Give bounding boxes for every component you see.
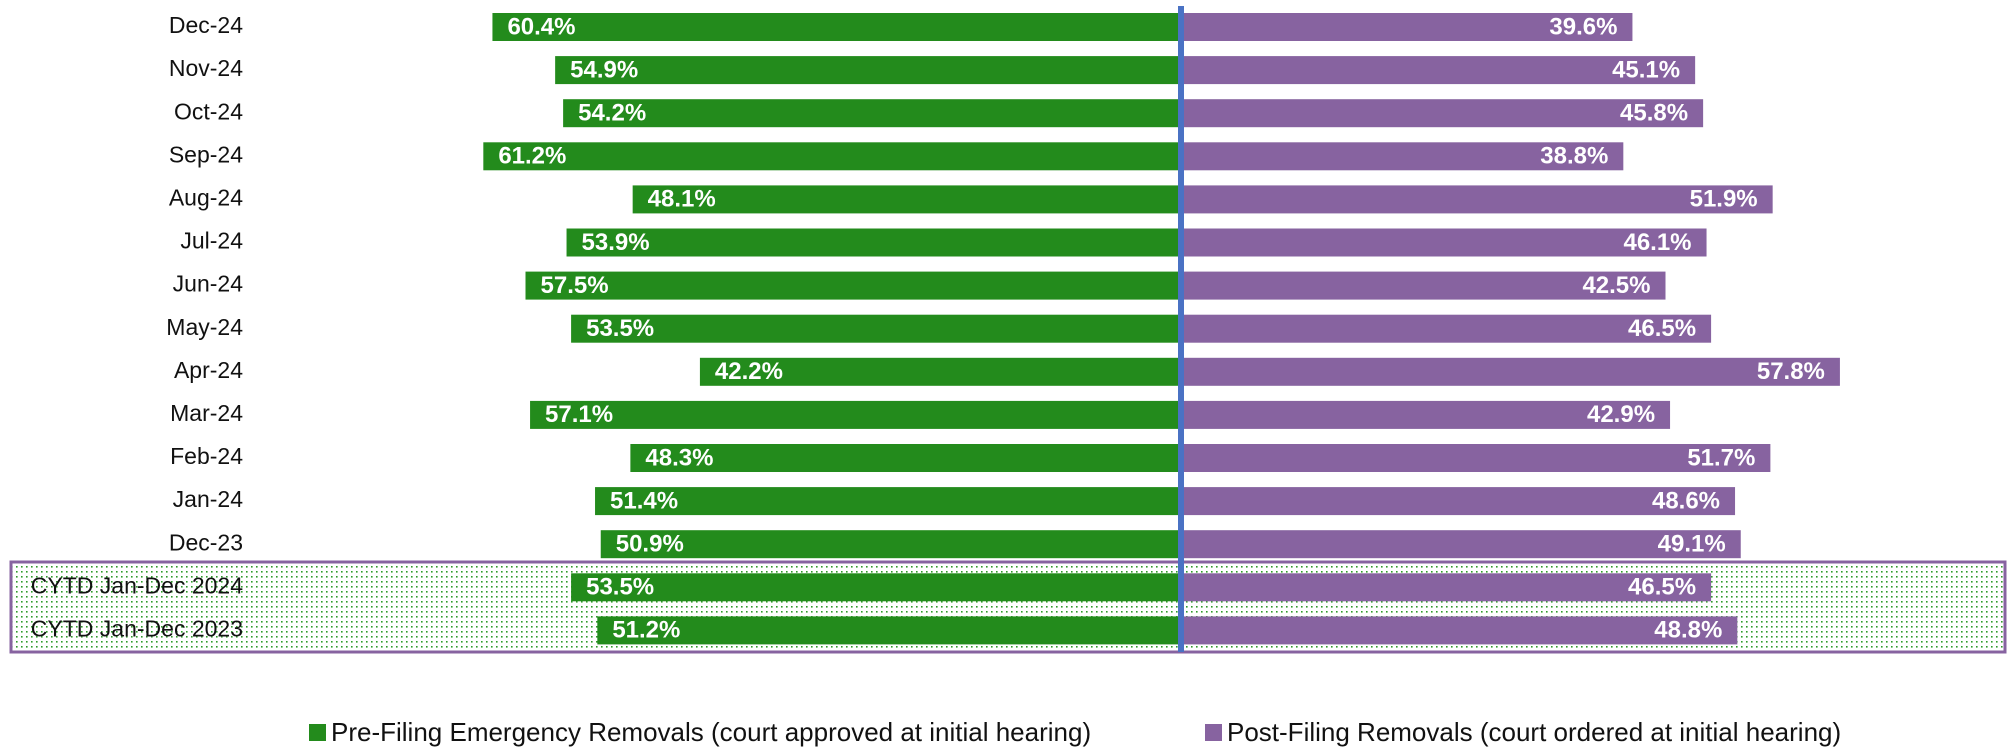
category-label: Feb-24 bbox=[170, 443, 243, 469]
category-label: CYTD Jan-Dec 2023 bbox=[31, 615, 243, 641]
value-label: 57.1% bbox=[545, 401, 613, 428]
category-label: Jun-24 bbox=[173, 271, 244, 297]
legend-label: Pre-Filing Emergency Removals (court app… bbox=[331, 717, 1091, 747]
bar bbox=[563, 99, 1181, 128]
bar bbox=[699, 357, 1181, 386]
value-label: 46.5% bbox=[1628, 574, 1696, 601]
value-label: 50.9% bbox=[616, 531, 684, 558]
value-label: 48.6% bbox=[1652, 487, 1720, 514]
value-label: 45.8% bbox=[1620, 100, 1688, 127]
bar bbox=[571, 573, 1181, 602]
value-label: 61.2% bbox=[498, 143, 566, 170]
value-label: 46.1% bbox=[1623, 229, 1691, 256]
value-label: 60.4% bbox=[507, 13, 575, 40]
value-label: 54.2% bbox=[578, 100, 646, 127]
bar bbox=[1181, 573, 1712, 602]
value-label: 48.3% bbox=[645, 444, 713, 471]
bar bbox=[632, 185, 1181, 214]
value-label: 51.2% bbox=[612, 617, 680, 644]
bar bbox=[1181, 142, 1624, 171]
value-label: 51.4% bbox=[610, 487, 678, 514]
bar bbox=[530, 400, 1181, 429]
category-label: Jan-24 bbox=[173, 486, 244, 512]
bar bbox=[597, 616, 1181, 645]
category-label: Jul-24 bbox=[180, 228, 243, 254]
bar bbox=[595, 487, 1181, 516]
value-label: 39.6% bbox=[1549, 13, 1617, 40]
category-label: Nov-24 bbox=[169, 55, 243, 81]
value-label: 51.9% bbox=[1690, 186, 1758, 213]
value-label: 53.9% bbox=[582, 229, 650, 256]
value-label: 38.8% bbox=[1540, 143, 1608, 170]
category-label: May-24 bbox=[166, 314, 243, 340]
value-label: 49.1% bbox=[1658, 531, 1726, 558]
value-label: 46.5% bbox=[1628, 315, 1696, 342]
value-label: 53.5% bbox=[586, 574, 654, 601]
bar bbox=[1181, 530, 1741, 559]
value-label: 45.1% bbox=[1612, 56, 1680, 83]
bar bbox=[1181, 271, 1666, 300]
value-label: 57.5% bbox=[541, 272, 609, 299]
plot: Dec-24 60.4% 39.6% Nov-24 54.9% 45.1% Oct-24 54… bbox=[31, 12, 1840, 645]
value-label: 42.5% bbox=[1582, 272, 1650, 299]
value-label: 53.5% bbox=[586, 315, 654, 342]
bar bbox=[525, 271, 1181, 300]
bar bbox=[600, 530, 1181, 559]
category-label: CYTD Jan-Dec 2024 bbox=[31, 572, 243, 598]
legend-swatch bbox=[309, 724, 326, 741]
category-label: Dec-24 bbox=[169, 12, 243, 38]
category-label: Oct-24 bbox=[174, 98, 243, 124]
bar bbox=[1181, 487, 1736, 516]
bar bbox=[492, 13, 1181, 41]
value-label: 48.1% bbox=[648, 186, 716, 213]
value-label: 42.2% bbox=[715, 358, 783, 385]
legend-label: Post-Filing Removals (court ordered at i… bbox=[1227, 717, 1841, 747]
value-label: 54.9% bbox=[570, 56, 638, 83]
bar bbox=[1181, 400, 1671, 429]
category-label: Sep-24 bbox=[169, 141, 243, 167]
bar bbox=[483, 142, 1181, 171]
bar bbox=[1181, 616, 1738, 645]
category-label: Dec-23 bbox=[169, 529, 243, 555]
bar bbox=[571, 314, 1181, 343]
category-label: Mar-24 bbox=[170, 400, 243, 426]
category-label: Apr-24 bbox=[174, 357, 243, 383]
bar bbox=[630, 444, 1181, 472]
value-label: 48.8% bbox=[1654, 617, 1722, 644]
value-label: 51.7% bbox=[1687, 444, 1755, 471]
bar bbox=[1181, 444, 1771, 472]
value-label: 42.9% bbox=[1587, 401, 1655, 428]
bar bbox=[555, 56, 1181, 85]
legend-swatch bbox=[1205, 724, 1222, 741]
category-label: Aug-24 bbox=[169, 184, 243, 210]
bar bbox=[1181, 185, 1773, 214]
bar bbox=[1181, 13, 1633, 41]
bar bbox=[566, 228, 1181, 257]
bar bbox=[1181, 99, 1704, 128]
bar bbox=[1181, 228, 1707, 257]
bar bbox=[1181, 56, 1696, 85]
bar bbox=[1181, 357, 1840, 386]
bar bbox=[1181, 314, 1712, 343]
value-label: 57.8% bbox=[1757, 358, 1825, 385]
